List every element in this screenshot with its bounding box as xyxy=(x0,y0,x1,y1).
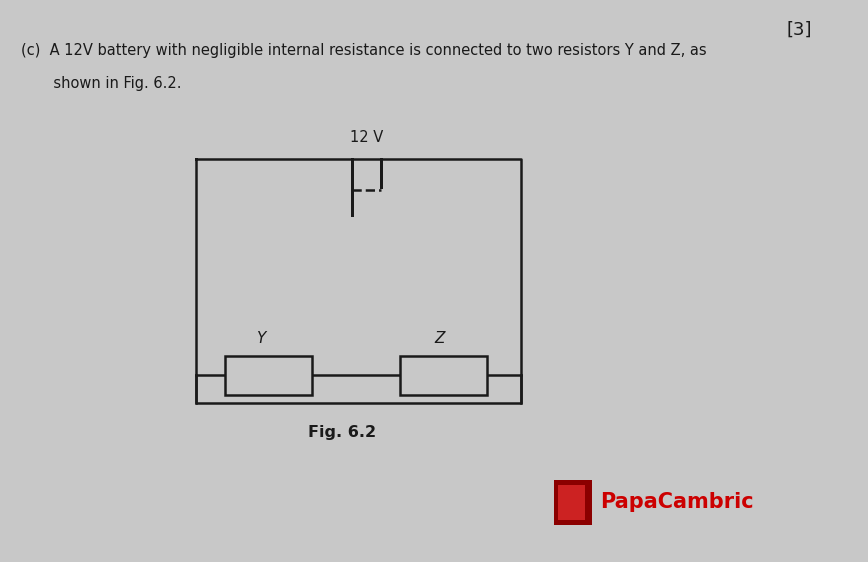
Bar xyxy=(558,485,585,520)
Text: [3]: [3] xyxy=(787,21,812,39)
Text: shown in Fig. 6.2.: shown in Fig. 6.2. xyxy=(21,76,181,91)
Text: Y: Y xyxy=(256,331,265,346)
Text: 12 V: 12 V xyxy=(350,130,384,146)
Bar xyxy=(225,356,312,395)
Text: Z: Z xyxy=(434,331,444,346)
Text: (c)  A 12V battery with negligible internal resistance is connected to two resis: (c) A 12V battery with negligible intern… xyxy=(21,43,707,58)
Text: PapaCambric: PapaCambric xyxy=(600,492,753,513)
Bar xyxy=(554,481,592,524)
Bar xyxy=(400,356,488,395)
Text: Fig. 6.2: Fig. 6.2 xyxy=(307,425,376,440)
